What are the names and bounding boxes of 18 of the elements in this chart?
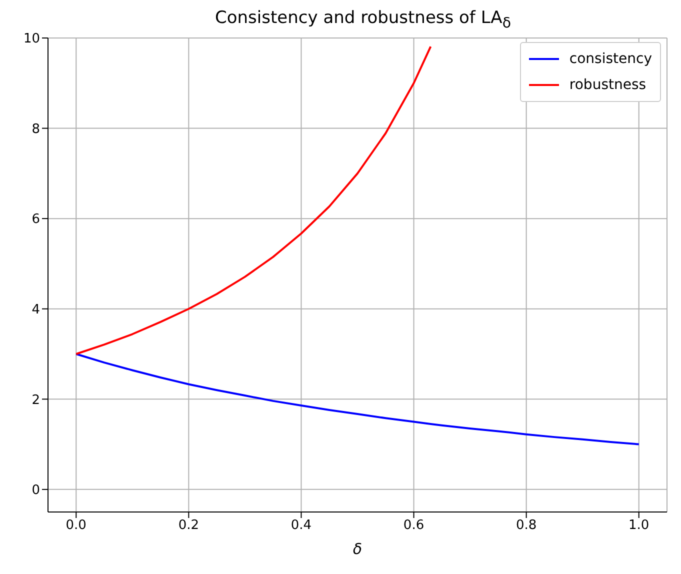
- x-tick-label: 0.0: [66, 518, 86, 534]
- x-tick-label: 0.6: [403, 518, 424, 534]
- x-tick-label: 0.4: [290, 518, 312, 534]
- y-tick-label: 2: [32, 392, 40, 408]
- y-tick-label: 4: [32, 302, 40, 318]
- chart-title: Consistency and robustness of LA$_{δ}$: [214, 8, 512, 32]
- y-tick-label: 10: [23, 32, 40, 47]
- x-tick-label: 0.2: [178, 518, 200, 534]
- x-axis-title: δ: [352, 540, 362, 558]
- y-tick-label: 8: [32, 122, 40, 137]
- x-tick-label: 1.0: [628, 518, 650, 534]
- y-tick-label: 0: [32, 483, 40, 498]
- x-tick-label: 0.8: [516, 518, 537, 534]
- y-tick-label: 6: [32, 212, 40, 228]
- legend-label: robustness: [569, 77, 646, 93]
- legend-label: consistency: [569, 51, 652, 67]
- line-series: [75, 46, 432, 355]
- line-series: [75, 353, 640, 446]
